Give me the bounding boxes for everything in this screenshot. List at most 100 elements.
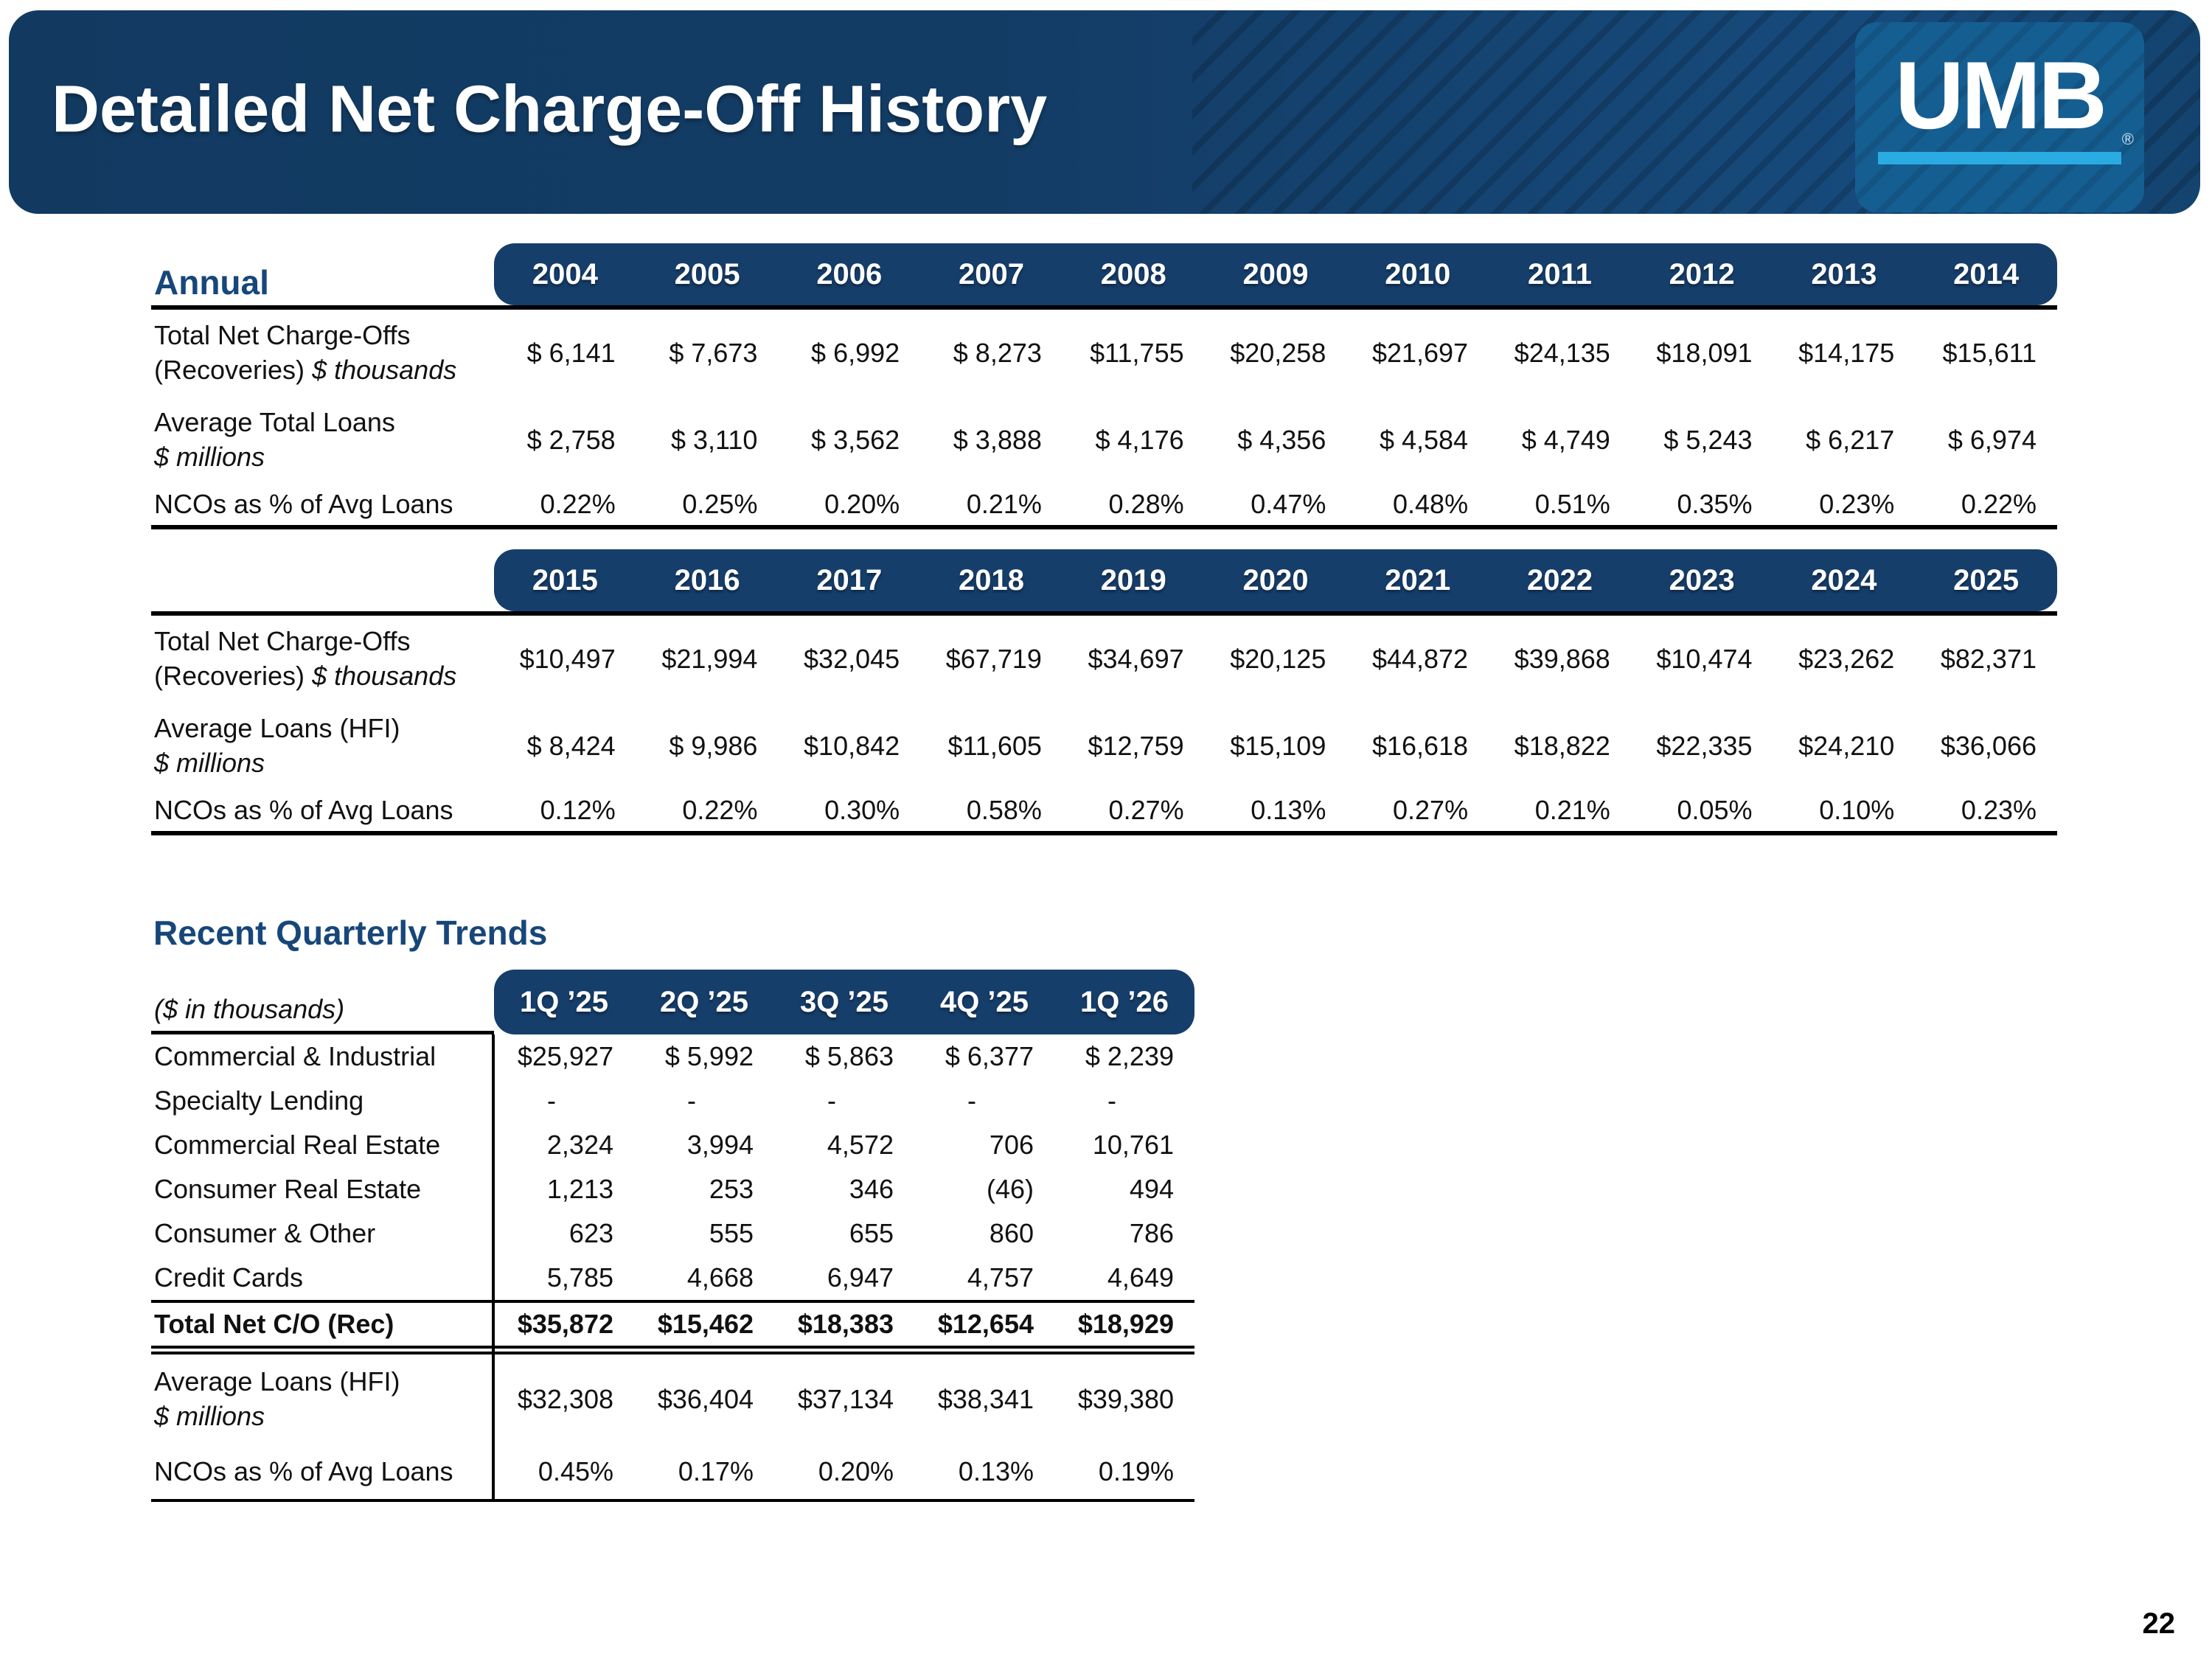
row-label: Total Net Charge-Offs (Recoveries) $ thou… xyxy=(151,625,494,694)
umb-logo-underline xyxy=(1878,152,2121,164)
row-label-line: Consumer Real Estate xyxy=(154,1172,494,1207)
value-cell: $24,135 xyxy=(1514,338,1610,368)
row-label-line: Specialty Lending xyxy=(154,1084,494,1119)
row-label: Specialty Lending xyxy=(151,1084,494,1119)
row-label-line: Consumer & Other xyxy=(154,1217,494,1251)
row-label-text: Average Loans (HFI) xyxy=(154,713,400,744)
row-label: Average Loans (HFI) $ millions xyxy=(151,1365,494,1434)
row-label-line: NCOs as % of Avg Loans xyxy=(154,487,494,522)
quarter-header: 1Q ’25 xyxy=(519,985,609,1018)
table-row: NCOs as % of Avg Loans 0.22% 0.25% 0.20% 0.2… xyxy=(151,484,2057,525)
row-label-line: Commercial Real Estate xyxy=(154,1128,494,1163)
value-cell: $10,842 xyxy=(804,731,900,761)
quarterly-table-body: Commercial & Industrial $25,927 $ 5,992 $ 5… xyxy=(151,1034,1194,1502)
table-header: Annual 2004 2005 2006 2007 2008 2009 2010 2011 2… xyxy=(151,243,2057,305)
registered-mark-icon: ® xyxy=(2121,130,2134,148)
value-cell: 0.17% xyxy=(678,1456,754,1486)
row-label-line: Commercial & Industrial xyxy=(154,1040,494,1074)
value-cell: 0.27% xyxy=(1108,795,1184,825)
value-cell: 10,761 xyxy=(1092,1130,1174,1160)
value-cell: 0.19% xyxy=(1098,1456,1174,1486)
value-cell: 6,947 xyxy=(827,1262,894,1293)
row-label: Commercial Real Estate xyxy=(151,1128,494,1163)
value-cell: 0.23% xyxy=(1819,489,1895,519)
row-label-units: $ thousands xyxy=(312,355,457,385)
year-header: 2004 xyxy=(532,257,598,291)
value-cell: $21,697 xyxy=(1371,338,1469,368)
row-label-text: Average Total Loans xyxy=(154,407,395,438)
row-label: NCOs as % of Avg Loans xyxy=(151,487,494,522)
table-row: Commercial & Industrial $25,927 $ 5,992 $ 5… xyxy=(151,1034,1194,1079)
row-label: Consumer & Other xyxy=(151,1217,494,1251)
row-label-units: $ millions xyxy=(154,748,265,778)
quarter-header: 1Q ’26 xyxy=(1079,985,1169,1018)
value-cell: 2,324 xyxy=(546,1130,613,1160)
value-cell: 0.21% xyxy=(966,489,1042,519)
value-cell: $ 3,888 xyxy=(953,425,1042,455)
row-label-text: NCOs as % of Avg Loans xyxy=(154,794,453,825)
value-cell: 706 xyxy=(989,1130,1034,1160)
row-label-line: Total Net Charge-Offs xyxy=(154,625,494,659)
value-cell: $16,618 xyxy=(1371,731,1469,761)
value-cell: 0.05% xyxy=(1677,795,1753,825)
value-cell: 0.12% xyxy=(540,795,616,825)
table-row: Consumer Real Estate 1,213 253 346 (46) 494 xyxy=(151,1167,1194,1211)
value-cell: $ 3,110 xyxy=(671,425,758,455)
value-cell: $14,175 xyxy=(1798,338,1895,368)
value-cell: 253 xyxy=(709,1174,754,1204)
value-cell: 0.13% xyxy=(958,1456,1034,1486)
value-cell: 0.47% xyxy=(1251,489,1326,519)
year-header: 2013 xyxy=(1811,257,1877,291)
table-row: Average Total Loans $ millions $ 2,758 $ 3,… xyxy=(151,397,2057,484)
row-label: Average Loans (HFI) $ millions xyxy=(151,712,494,781)
table-row: Commercial Real Estate 2,324 3,994 4,572 706… xyxy=(151,1123,1194,1167)
value-cell: $ 6,992 xyxy=(811,338,900,368)
row-label: Consumer Real Estate xyxy=(151,1172,494,1207)
row-label: Total Net C/O (Rec) xyxy=(151,1307,494,1342)
annual-table-2004-2014: Annual 2004 2005 2006 2007 2008 2009 2010 2011 2… xyxy=(151,243,2057,529)
row-label: Commercial & Industrial xyxy=(151,1040,494,1074)
year-header: 2016 xyxy=(674,563,740,597)
row-label-text: Specialty Lending xyxy=(154,1085,364,1116)
row-label-line: Total Net C/O (Rec) xyxy=(154,1307,494,1342)
year-header: 2008 xyxy=(1100,257,1166,291)
year-header: 2009 xyxy=(1242,257,1309,291)
row-label-line: Credit Cards xyxy=(154,1261,494,1295)
value-cell: $39,868 xyxy=(1514,644,1610,674)
annual-section-label xyxy=(151,549,494,611)
year-header: 2007 xyxy=(959,257,1025,291)
value-cell: $ 6,217 xyxy=(1806,425,1895,455)
table-row: Specialty Lending - - - - - xyxy=(151,1079,1194,1123)
row-label-text: NCOs as % of Avg Loans xyxy=(154,1455,453,1486)
row-label-line: (Recoveries) $ thousands xyxy=(154,353,494,388)
value-cell: 0.28% xyxy=(1108,489,1184,519)
value-cell: - xyxy=(967,1085,976,1116)
value-cell: - xyxy=(827,1085,836,1116)
table-body: Total Net Charge-Offs (Recoveries) $ thou… xyxy=(151,305,2057,529)
value-cell: $32,308 xyxy=(517,1384,613,1414)
value-cell: $10,474 xyxy=(1656,644,1753,674)
value-cell: $ 6,141 xyxy=(526,338,616,368)
value-cell: $35,872 xyxy=(517,1309,613,1339)
value-cell: $23,262 xyxy=(1798,644,1895,674)
year-header-row: 2015 2016 2017 2018 2019 2020 2021 2022 2023 2024… xyxy=(494,549,2057,611)
value-cell: 0.22% xyxy=(540,489,616,519)
year-header: 2020 xyxy=(1242,563,1309,597)
value-cell: $ 4,749 xyxy=(1521,425,1610,455)
value-cell: $20,258 xyxy=(1230,338,1326,368)
value-cell: $ 9,986 xyxy=(669,731,758,761)
quarter-header-row: 1Q ’25 2Q ’25 3Q ’25 4Q ’25 1Q ’26 xyxy=(494,970,1194,1034)
row-label-line: Average Loans (HFI) xyxy=(154,1365,494,1399)
value-cell: 0.21% xyxy=(1534,795,1610,825)
row-label-text: Consumer & Other xyxy=(154,1217,376,1248)
row-label-text: NCOs as % of Avg Loans xyxy=(154,488,453,519)
value-cell: $ 2,758 xyxy=(526,425,616,455)
quarterly-footer-rows: Average Loans (HFI) $ millions $32,308 $36,… xyxy=(151,1354,1194,1499)
row-label-text: Credit Cards xyxy=(154,1262,304,1293)
value-cell: $ 5,863 xyxy=(804,1041,894,1071)
value-cell: $36,066 xyxy=(1940,731,2037,761)
row-label-units: $ millions xyxy=(154,1401,265,1431)
value-cell: 3,994 xyxy=(686,1130,754,1160)
value-cell: $12,654 xyxy=(937,1309,1034,1339)
value-cell: 555 xyxy=(709,1218,754,1248)
